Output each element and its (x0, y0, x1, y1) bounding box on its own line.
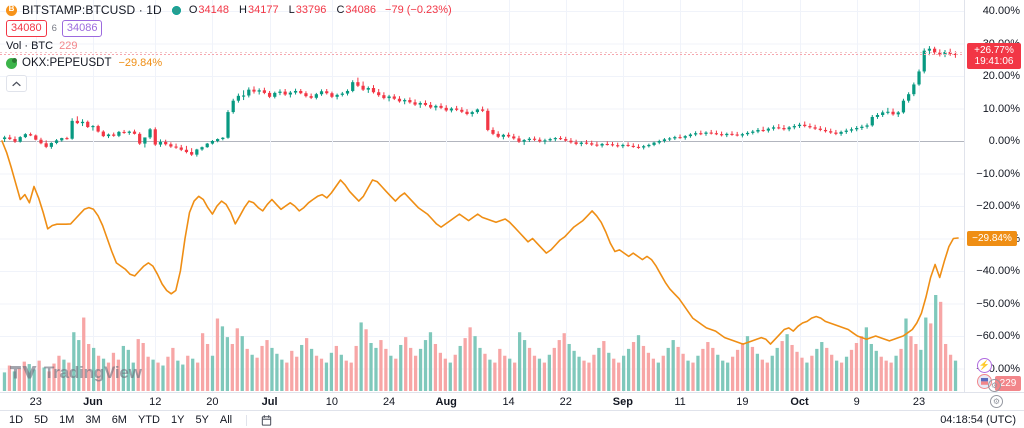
range-button-1y[interactable]: 1Y (170, 414, 185, 426)
series-visibility-icon[interactable] (171, 6, 181, 15)
price-tick: −10.00% (976, 167, 1020, 180)
time-tick: 20 (206, 396, 219, 408)
pill-separator-count: 6 (51, 22, 57, 34)
price-tick: 40.00% (982, 5, 1020, 17)
time-tick: 22 (559, 396, 572, 408)
volume-badge[interactable]: 229 (995, 376, 1021, 391)
low-label: L (288, 3, 295, 16)
volume-label: Vol · BTC (6, 39, 54, 52)
time-axis-settings-icon[interactable]: ⚙ (990, 395, 1003, 408)
last-price-change: +26.77% (974, 44, 1014, 56)
open-value: 34148 (198, 3, 229, 16)
bolt-icon[interactable]: ⚡ (977, 358, 992, 373)
clock-text: 04:18:54 (UTC) (940, 414, 1016, 426)
range-button-1m[interactable]: 1M (59, 414, 75, 426)
range-button-ytd[interactable]: YTD (137, 414, 160, 426)
legend-row-main[interactable]: BITSTAMP:BTCUSD · 1D O34148 H34177 L3379… (6, 3, 452, 18)
high-value: 34177 (248, 3, 279, 16)
legend-collapse-button[interactable] (6, 75, 27, 92)
chevron-up-icon (12, 80, 21, 86)
ohlc-values: O34148 H34177 L33796 C34086 −79 (−0.23%) (189, 4, 452, 18)
range-button-1d[interactable]: 1D (9, 414, 24, 426)
countdown-timer: 19:41:06 (974, 55, 1014, 67)
open-label: O (188, 3, 198, 16)
last-price-badge[interactable]: +26.77% 19:41:06 (967, 42, 1021, 69)
time-tick: 14 (502, 396, 515, 408)
close-label: C (336, 3, 345, 16)
time-tick: 23 (912, 396, 926, 408)
range-button-5d[interactable]: 5D (34, 414, 49, 426)
price-tick: −60.00% (976, 330, 1020, 342)
price-tick: −50.00% (976, 297, 1020, 310)
volume-value: 229 (59, 39, 78, 52)
toolbar-divider (246, 414, 248, 426)
price-tick: 20.00% (982, 70, 1020, 82)
price-tick: −20.00% (976, 200, 1020, 212)
clock[interactable]: 04:18:54 (UTC) (940, 411, 1016, 428)
low-value: 33796 (295, 3, 327, 16)
range-button-5y[interactable]: 5Y (195, 414, 209, 426)
pill-high-price[interactable]: 34086 (61, 20, 103, 37)
legend-row-volume[interactable]: Vol · BTC 229 (6, 39, 452, 54)
time-tick: Sep (612, 396, 633, 408)
close-value: 34086 (345, 3, 376, 16)
pill-low-price[interactable]: 34080 (6, 20, 47, 37)
price-tick: 0.00% (988, 135, 1020, 147)
time-tick: Jul (261, 396, 278, 408)
price-axis[interactable]: 40.00%30.00%20.00%10.00%0.00%−10.00%−20.… (964, 0, 1024, 392)
compare-price-badge[interactable]: −29.84% (967, 230, 1017, 246)
time-tick: 24 (382, 396, 396, 408)
time-tick: 12 (149, 396, 162, 408)
price-axis-settings-icon[interactable]: ⚙ (988, 379, 1001, 392)
time-tick: 23 (29, 396, 42, 408)
time-tick: 19 (736, 396, 749, 408)
time-tick: Oct (790, 396, 809, 408)
change-value: −79 (−0.23%) (385, 3, 452, 16)
calendar-range-icon[interactable] (260, 414, 273, 427)
symbol-title[interactable]: BITSTAMP:BTCUSD · 1D (22, 3, 162, 17)
time-tick: 9 (853, 396, 860, 408)
time-tick: 11 (674, 396, 686, 408)
price-tick: 10.00% (982, 102, 1020, 115)
pepe-logo-icon (6, 58, 17, 69)
range-button-all[interactable]: All (219, 414, 233, 426)
high-label: H (239, 3, 247, 16)
time-tick: Aug (435, 396, 457, 408)
compare-symbol-value: −29.84% (118, 56, 163, 69)
chart-pane[interactable]: TradingView (0, 0, 964, 392)
legend-row-pills: 34080 6 34086 (6, 20, 452, 37)
time-axis[interactable]: ⚙ 23 Jun 12 20 Jul 10 24 Aug 14 22 Sep 11 19 Oct 9 23 (0, 392, 1024, 410)
range-button-3m[interactable]: 3M (85, 414, 101, 426)
range-button-6m[interactable]: 6M (111, 414, 127, 426)
chart-canvas (0, 0, 964, 392)
time-tick: Jun (83, 396, 103, 408)
price-tick: −40.00% (976, 265, 1020, 277)
compare-symbol-label[interactable]: OKX:PEPEUSDT (22, 57, 112, 70)
bitcoin-logo-icon (6, 4, 17, 16)
chart-legend: BITSTAMP:BTCUSD · 1D O34148 H34177 L3379… (6, 3, 452, 92)
legend-row-compare[interactable]: OKX:PEPEUSDT −29.84% (6, 56, 452, 71)
bottom-toolbar: 1D 5D 1M 3M 6M YTD 1Y 5Y All 04:18:54 (UTC) (0, 410, 1024, 428)
time-tick: 10 (325, 396, 339, 408)
range-selector: 1D 5D 1M 3M 6M YTD 1Y 5Y All (8, 411, 273, 428)
